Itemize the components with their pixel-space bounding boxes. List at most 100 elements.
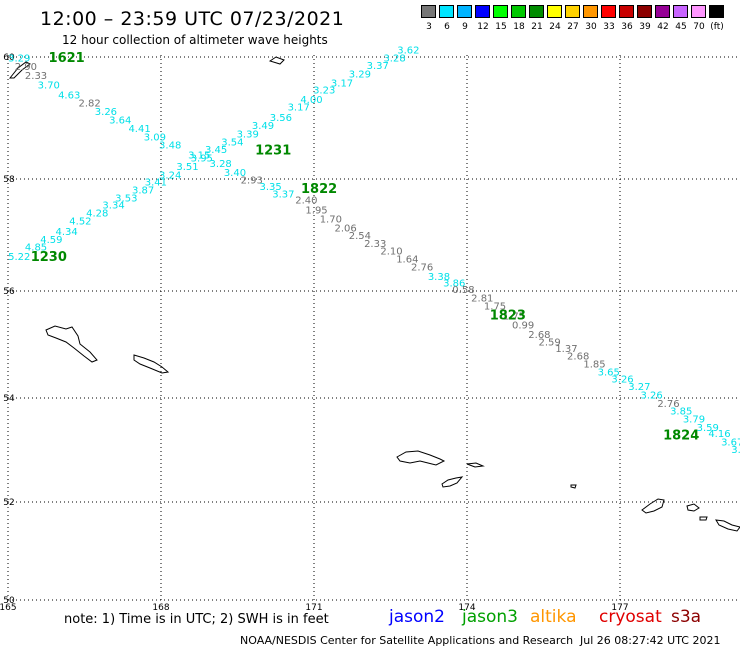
wave-height-value: 3.24 bbox=[159, 170, 181, 181]
lon-tick-label: 174 bbox=[458, 603, 475, 613]
wave-height-value: 3.70 bbox=[38, 81, 60, 92]
legend-sat-cryosat: cryosat bbox=[599, 607, 662, 627]
scale-swatch bbox=[493, 5, 508, 18]
lat-tick-label: 54 bbox=[3, 394, 15, 404]
wave-height-value: 3.65 bbox=[598, 368, 620, 379]
scale-swatch bbox=[421, 5, 436, 18]
scale-swatch bbox=[619, 5, 634, 18]
pass-time-label: 1822 bbox=[301, 182, 337, 197]
lon-tick-label: 177 bbox=[611, 603, 628, 613]
wave-height-value: 3.54 bbox=[221, 137, 243, 148]
wave-height-value: 5.22 bbox=[8, 252, 30, 263]
scale-label: 36 bbox=[621, 22, 633, 32]
wave-height-value: 3.79 bbox=[683, 414, 705, 425]
pass-time-label: 1621 bbox=[49, 51, 85, 66]
wave-height-value: 4.63 bbox=[58, 90, 80, 101]
wave-height-value: 2.10 bbox=[380, 247, 402, 258]
wave-height-value: 2.76 bbox=[411, 262, 433, 273]
wave-height-value: 4.52 bbox=[69, 216, 91, 227]
scale-label: 3 bbox=[426, 22, 432, 32]
wave-height-value: 3.39 bbox=[237, 130, 259, 141]
lat-tick-label: 52 bbox=[3, 498, 14, 508]
page-title: 12:00 – 23:59 UTC 07/23/2021 bbox=[40, 8, 345, 30]
coastline-st-lawrence-edge bbox=[268, 56, 285, 65]
wave-height-value: 1.85 bbox=[583, 360, 605, 371]
scale-swatch bbox=[565, 5, 580, 18]
wave-height-value: 3.53 bbox=[115, 193, 137, 204]
legend-sat-jason2: jason2 bbox=[389, 607, 445, 627]
wave-height-value: 3.37 bbox=[367, 61, 389, 72]
wave-height-value: 3.87 bbox=[132, 186, 154, 197]
scale-label: 21 bbox=[531, 22, 543, 32]
wave-height-value: 3.95 bbox=[191, 153, 213, 164]
scale-label: 6 bbox=[444, 22, 450, 32]
coastline-kanaga-island bbox=[686, 503, 700, 512]
wave-height-value: 3.23 bbox=[313, 86, 335, 97]
scale-label: 42 bbox=[657, 22, 669, 32]
wave-height-value: 3.28 bbox=[383, 53, 405, 64]
wave-height-value: 2.33 bbox=[25, 71, 47, 82]
scale-label: 9 bbox=[462, 22, 468, 32]
wave-height-value: 3.45 bbox=[205, 145, 227, 156]
wave-height-value: 3.37 bbox=[272, 189, 294, 200]
wave-height-value: 2.76 bbox=[657, 399, 679, 410]
scale-swatch bbox=[637, 5, 652, 18]
wave-height-value: 3.35 bbox=[260, 182, 282, 193]
wave-height-value: 3.40 bbox=[224, 168, 246, 179]
wave-height-value: 3.15 bbox=[188, 150, 210, 161]
lat-tick-label: 50 bbox=[3, 596, 15, 606]
coastline-rat-islands bbox=[466, 462, 485, 468]
pass-time-label: 1230 bbox=[31, 250, 67, 265]
scale-swatch bbox=[583, 5, 598, 18]
scale-label: 18 bbox=[513, 22, 525, 32]
scale-swatch bbox=[457, 5, 472, 18]
lat-lon-grid: 165 168 171 174 177 60 58 56 54 52 50 bbox=[0, 53, 740, 613]
coastline-tanaga-island bbox=[715, 519, 740, 532]
lon-tick-label: 171 bbox=[305, 603, 322, 613]
wave-height-value: 3.17 bbox=[288, 103, 310, 114]
wave-height-value: 3.76 bbox=[731, 445, 740, 456]
wave-height-value: 3.26 bbox=[611, 374, 633, 385]
coastline-northwest-edge bbox=[8, 61, 31, 79]
wave-height-value: 3.51 bbox=[176, 162, 198, 173]
wave-height-value: 2.81 bbox=[471, 294, 493, 305]
legend-sat-s3a: s3a bbox=[671, 607, 702, 627]
wave-height-value: 1.95 bbox=[305, 206, 327, 217]
page-subtitle: 12 hour collection of altimeter wave hei… bbox=[62, 33, 328, 47]
scale-label: 39 bbox=[639, 22, 651, 32]
scale-label: 24 bbox=[549, 22, 561, 32]
wave-height-value: 3.34 bbox=[102, 201, 124, 212]
wave-height-value: 2.33 bbox=[364, 239, 386, 250]
generated-timestamp: Jul 26 08:27:42 UTC 2021 bbox=[580, 634, 721, 647]
scale-label: 27 bbox=[567, 22, 579, 32]
legend-sat-jason3: jason3 bbox=[462, 607, 518, 627]
scale-label: (ft) bbox=[710, 22, 724, 32]
wave-height-value: 3.62 bbox=[397, 45, 419, 56]
scale-swatch bbox=[691, 5, 706, 18]
wave-height-value: 3.67 bbox=[721, 437, 740, 448]
scale-swatch bbox=[475, 5, 490, 18]
wave-height-value: 4.34 bbox=[56, 227, 78, 238]
wave-height-value: 4.16 bbox=[708, 429, 730, 440]
coastlines bbox=[8, 56, 740, 532]
wave-height-value: 1.64 bbox=[396, 254, 418, 265]
wave-height-value: 3.29 bbox=[8, 53, 30, 64]
lon-tick-label: 168 bbox=[152, 603, 169, 613]
wave-height-value: 3.48 bbox=[159, 141, 181, 152]
scale-swatch bbox=[547, 5, 562, 18]
coastline-st-matthew-island bbox=[45, 325, 98, 363]
wave-height-value: 3.64 bbox=[109, 115, 131, 126]
coastline-amchitka-island bbox=[441, 476, 464, 488]
wave-height-value: 1.75 bbox=[484, 302, 506, 313]
wave-height-value: 4.28 bbox=[86, 209, 108, 220]
wave-height-value: 3.56 bbox=[270, 113, 292, 124]
scale-label: 12 bbox=[477, 22, 489, 32]
wave-height-value: 1.75 bbox=[503, 311, 525, 322]
scale-swatch bbox=[601, 5, 616, 18]
coastline-adak-island bbox=[641, 498, 665, 514]
wave-height-value: 4.00 bbox=[300, 95, 322, 106]
pass-time-label: 1823 bbox=[490, 308, 526, 323]
wave-height-value: 0.58 bbox=[452, 285, 474, 296]
coastline-little-sitkin bbox=[699, 516, 708, 521]
pass-time-label: 1824 bbox=[663, 429, 699, 444]
